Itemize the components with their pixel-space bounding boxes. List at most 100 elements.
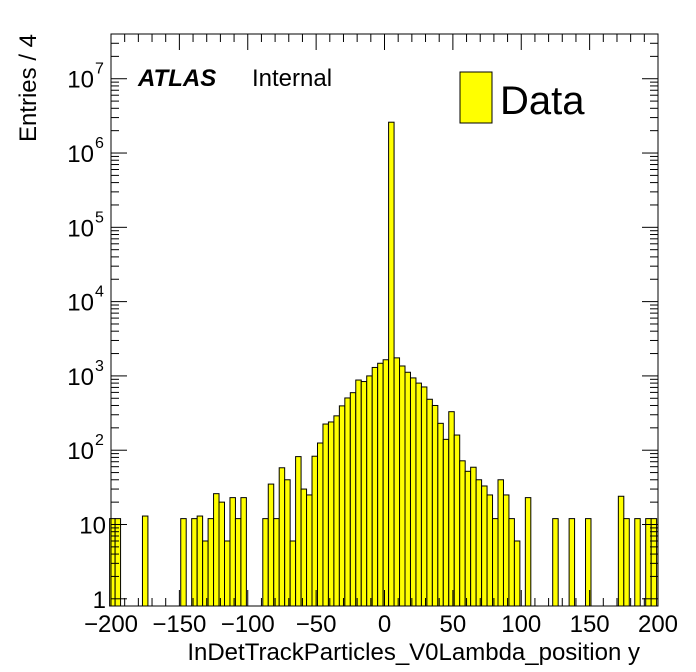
legend: Data	[459, 71, 585, 124]
histogram-bar	[442, 438, 450, 607]
atlas-label: ATLAS	[137, 65, 216, 92]
y-axis-title: Entries / 4	[15, 34, 42, 142]
histogram-bar	[448, 411, 455, 607]
histogram-bar	[322, 423, 329, 607]
histogram-bar	[437, 422, 444, 607]
y-tick-label: 10	[67, 67, 94, 94]
x-tick-label: 100	[501, 611, 541, 638]
histogram-bar	[355, 379, 362, 607]
y-tick-exponent: 6	[95, 135, 104, 152]
histogram-bar	[213, 493, 220, 607]
histogram-bar	[399, 365, 406, 607]
histogram-bar	[634, 518, 641, 607]
histogram-bar	[234, 518, 242, 607]
histogram-bar	[393, 357, 401, 607]
x-axis-title: InDetTrackParticles_V0Lambda_position y	[187, 639, 640, 666]
histogram-bar	[300, 488, 308, 607]
histogram-bar	[382, 359, 390, 607]
histogram-bar	[278, 467, 286, 607]
legend-swatch	[459, 71, 493, 124]
x-tick-label: −100	[221, 611, 275, 638]
histogram-bar	[295, 456, 302, 607]
histogram-bar	[497, 479, 504, 607]
y-tick-exponent: 7	[95, 61, 104, 78]
histogram-bar	[404, 371, 411, 607]
y-tick-label: 1	[93, 587, 106, 614]
histogram-bar	[552, 518, 559, 607]
histogram-bar	[415, 382, 422, 607]
histogram-bar	[207, 518, 215, 607]
histogram-bar	[420, 386, 428, 607]
y-tick-label: 10	[79, 513, 106, 540]
histogram-bar	[459, 460, 466, 607]
histogram-bar	[508, 518, 515, 607]
histogram-bar	[306, 494, 313, 607]
plot-frame	[110, 33, 659, 607]
histogram-bar	[453, 434, 461, 607]
histogram-bar	[486, 494, 494, 607]
histogram-bar	[218, 501, 225, 607]
histogram-bar	[502, 494, 510, 607]
y-tick-label: 10	[67, 290, 94, 317]
histogram-bar	[513, 540, 521, 607]
histogram-bar	[191, 518, 198, 607]
histogram-bar	[141, 515, 149, 607]
histogram-bar	[377, 362, 384, 607]
y-axis-ticks	[111, 33, 658, 600]
x-tick-label: 150	[570, 611, 610, 638]
histogram-bar	[431, 404, 439, 607]
y-tick-label: 10	[67, 438, 94, 465]
histogram-bar	[202, 540, 209, 607]
histogram-bar	[224, 540, 231, 607]
histogram-bar	[464, 470, 472, 607]
histogram-bar	[338, 405, 346, 607]
y-tick-exponent: 5	[95, 209, 104, 226]
histogram-bar	[524, 497, 532, 607]
histogram-bar	[333, 415, 340, 607]
y-tick-exponent: 4	[95, 284, 104, 301]
histogram-bar	[360, 381, 368, 607]
histogram-bar	[180, 518, 187, 607]
x-tick-label: 200	[638, 611, 678, 638]
histogram-bar	[327, 421, 335, 607]
histogram-bar	[273, 518, 280, 607]
x-tick-labels: −200 −150 −100 −50 0 50 100 150 200	[84, 611, 678, 638]
x-tick-label: −50	[296, 611, 337, 638]
histogram-bar	[492, 518, 499, 607]
histogram-bar	[409, 377, 417, 607]
histogram-bar	[284, 479, 291, 607]
histogram-bar	[426, 398, 433, 607]
histogram-bar	[262, 518, 269, 607]
y-tick-exponent: 3	[95, 358, 104, 375]
y-tick-label: 10	[67, 141, 94, 168]
histogram-bar	[623, 518, 630, 607]
x-axis-ticks	[110, 34, 659, 606]
x-tick-label: −200	[84, 611, 138, 638]
histogram-bar	[289, 540, 297, 607]
histogram-bar	[196, 515, 204, 607]
histogram-bar	[617, 495, 625, 607]
histogram-bar	[267, 483, 275, 607]
histogram-bar	[344, 397, 351, 607]
histogram-bar	[585, 518, 592, 607]
histogram-bar	[316, 442, 324, 607]
y-tick-label: 10	[67, 215, 94, 242]
histogram-bar	[349, 392, 357, 607]
y-tick-exponent: 2	[95, 432, 104, 449]
histogram-bar	[475, 479, 483, 607]
internal-label: Internal	[252, 65, 332, 92]
histogram-bar	[568, 518, 576, 607]
histogram-bar	[366, 375, 373, 607]
y-tick-label: 10	[67, 364, 94, 391]
legend-label: Data	[500, 79, 585, 123]
x-tick-label: 0	[378, 611, 391, 638]
histogram-bar	[388, 121, 395, 607]
x-tick-label: 50	[440, 611, 467, 638]
histogram-bar	[371, 366, 379, 607]
histogram-bar	[481, 485, 488, 607]
x-tick-label: −150	[152, 611, 206, 638]
histogram-bar	[240, 497, 247, 607]
histogram-bar	[470, 466, 477, 607]
